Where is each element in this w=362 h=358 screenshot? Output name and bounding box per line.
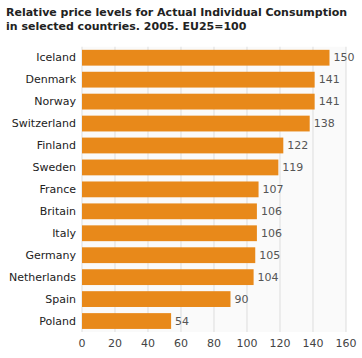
bar <box>82 94 315 110</box>
title-line: in selected countries. 2005. EU25=100 <box>6 20 247 33</box>
data-label: 90 <box>235 293 249 306</box>
y-tick-label: Netherlands <box>9 271 76 284</box>
data-label: 138 <box>314 117 335 130</box>
plot-area <box>82 47 346 332</box>
x-tick-label: 60 <box>174 337 188 350</box>
bar <box>82 291 231 307</box>
bar <box>82 247 255 263</box>
y-tick-label: Switzerland <box>12 117 76 130</box>
y-tick-label: Norway <box>34 95 76 108</box>
y-tick-label: Germany <box>25 249 76 262</box>
y-tick-label: Britain <box>40 205 76 218</box>
x-tick-label: 20 <box>108 337 122 350</box>
x-tick-label: 40 <box>141 337 155 350</box>
x-tick-label: 80 <box>207 337 221 350</box>
data-label: 106 <box>261 227 282 240</box>
x-tick-label: 0 <box>79 337 86 350</box>
y-tick-label: Sweden <box>33 161 76 174</box>
x-tick-label: 160 <box>336 337 357 350</box>
data-label: 107 <box>263 183 284 196</box>
bars <box>82 50 330 329</box>
bar <box>82 160 278 176</box>
data-label: 150 <box>334 51 355 64</box>
bar <box>82 116 310 132</box>
data-label: 119 <box>282 161 303 174</box>
bar <box>82 72 315 88</box>
y-tick-label: Italy <box>52 227 76 240</box>
x-tick-label: 100 <box>237 337 258 350</box>
title: Relative price levels for Actual Individ… <box>6 6 347 33</box>
chart: Relative price levels for Actual Individ… <box>0 0 362 358</box>
bar <box>82 269 254 285</box>
data-label: 54 <box>175 315 189 328</box>
data-label: 106 <box>261 205 282 218</box>
bar <box>82 181 259 197</box>
data-label: 122 <box>287 139 308 152</box>
data-label: 141 <box>319 73 340 86</box>
bar <box>82 203 257 219</box>
x-tick-label: 140 <box>303 337 324 350</box>
grid-line <box>346 47 347 332</box>
y-tick-label: Spain <box>45 293 76 306</box>
y-tick-label: Finland <box>37 139 76 152</box>
data-label: 105 <box>259 249 280 262</box>
y-tick-label: Iceland <box>36 51 76 64</box>
bar <box>82 50 330 66</box>
data-label: 141 <box>319 95 340 108</box>
y-tick-label: Denmark <box>25 73 76 86</box>
grid-line <box>313 47 314 332</box>
title-line: Relative price levels for Actual Individ… <box>6 6 347 19</box>
bar <box>82 313 171 329</box>
y-tick-label: France <box>39 183 76 196</box>
x-tick-label: 120 <box>270 337 291 350</box>
bar <box>82 138 283 154</box>
bar <box>82 225 257 241</box>
y-tick-label: Poland <box>39 315 76 328</box>
data-label: 104 <box>258 271 279 284</box>
